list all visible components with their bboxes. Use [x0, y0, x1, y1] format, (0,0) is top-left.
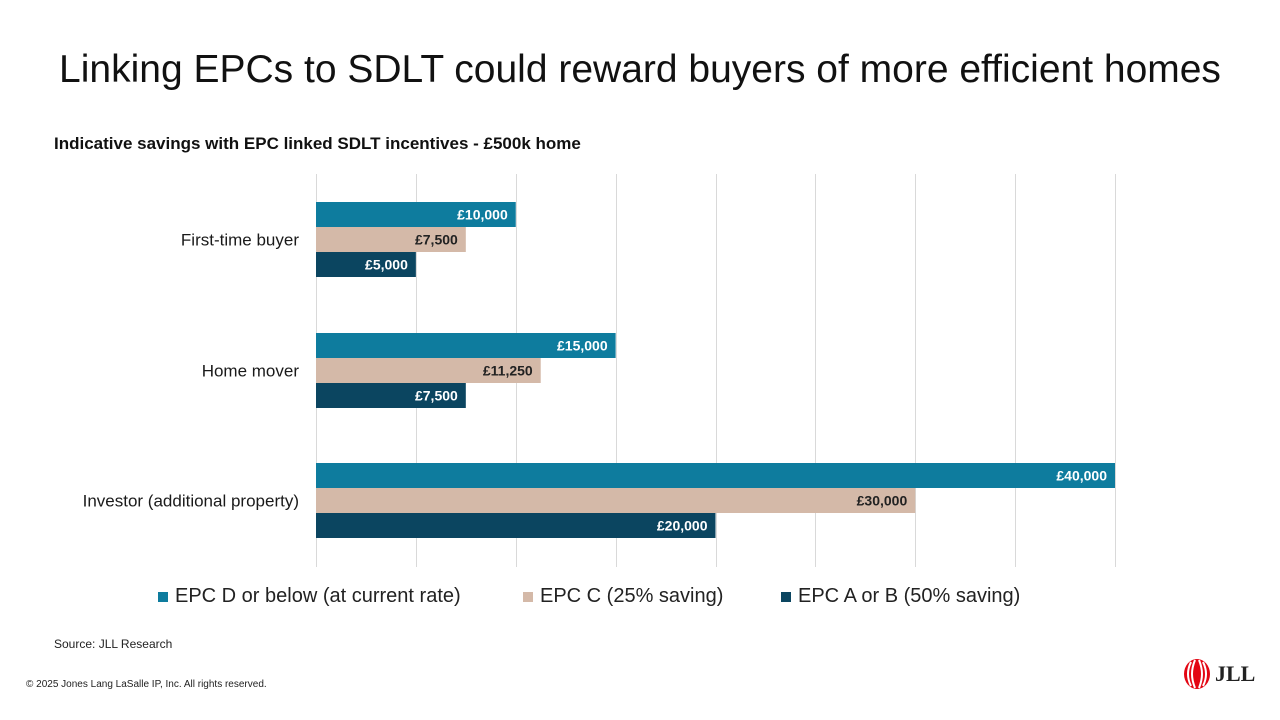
legend-item: EPC A or B (50% saving) — [781, 585, 1020, 608]
legend-item: EPC D or below (at current rate) — [158, 585, 461, 608]
category-label: Home mover — [202, 362, 300, 381]
data-label: £11,250 — [483, 363, 533, 379]
data-label: £20,000 — [657, 518, 708, 534]
bar — [316, 252, 416, 277]
legend-swatch — [523, 591, 533, 602]
bar — [316, 513, 716, 538]
jll-logo-icon — [1184, 659, 1210, 689]
bar — [316, 227, 466, 252]
data-label: £30,000 — [857, 493, 908, 509]
data-label: £5,000 — [365, 257, 408, 273]
data-label: £7,500 — [415, 388, 458, 404]
bar — [316, 488, 916, 513]
bar — [316, 463, 1115, 488]
data-label: £40,000 — [1056, 468, 1107, 484]
legend-label: EPC D or below (at current rate) — [175, 585, 461, 607]
bar — [316, 383, 466, 408]
category-label: First-time buyer — [181, 231, 299, 250]
bar — [316, 358, 541, 383]
bar — [316, 333, 616, 358]
data-label: £7,500 — [415, 232, 458, 248]
category-label: Investor (additional property) — [83, 492, 299, 511]
bar — [316, 202, 516, 227]
logo-text: JLL — [1215, 661, 1256, 686]
chart-legend: EPC D or below (at current rate) EPC C (2… — [0, 585, 1280, 613]
slide-title: Linking EPCs to SDLT could reward buyers… — [59, 48, 1221, 91]
data-label: £15,000 — [557, 338, 608, 354]
jll-logo: JLL — [1182, 658, 1255, 690]
source-note: Source: JLL Research — [54, 637, 173, 651]
legend-swatch — [158, 591, 168, 602]
legend-label: EPC C (25% saving) — [540, 585, 724, 607]
legend-label: EPC A or B (50% saving) — [798, 585, 1021, 607]
copyright-notice: © 2025 Jones Lang LaSalle IP, Inc. All r… — [26, 679, 267, 690]
chart-subtitle: Indicative savings with EPC linked SDLT … — [54, 134, 581, 153]
data-label: £10,000 — [457, 207, 508, 223]
legend-item: EPC C (25% saving) — [523, 585, 723, 608]
legend-swatch — [781, 591, 791, 602]
